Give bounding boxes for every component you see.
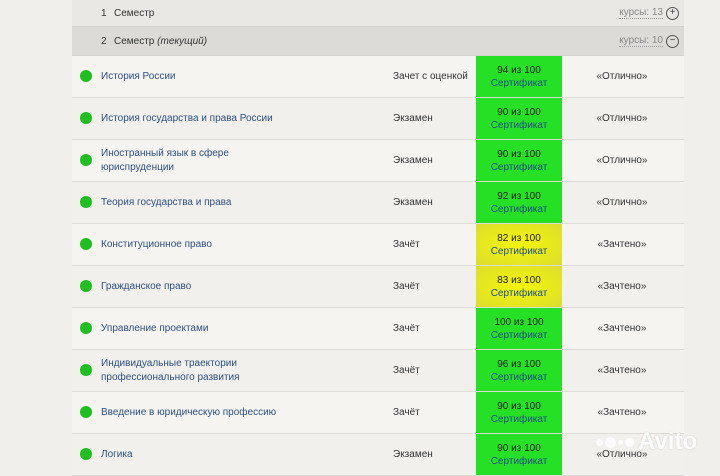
score-points: 100 из 100 — [494, 316, 544, 328]
avito-logo-dots-icon — [596, 436, 634, 448]
certificate-link[interactable]: Сертификат — [490, 371, 548, 383]
final-mark: «Зачтено» — [597, 281, 647, 292]
score-points: 90 из 100 — [497, 148, 541, 160]
status-dot-icon — [80, 364, 92, 376]
avito-watermark: Avito — [596, 428, 697, 456]
assessment-type: Зачет с оценкой — [393, 71, 468, 82]
watermark-text: Avito — [638, 428, 698, 455]
certificate-link[interactable]: Сертификат — [490, 119, 548, 131]
assessment-type: Зачёт — [393, 407, 420, 418]
assessment-type: Экзамен — [393, 155, 433, 166]
course-link[interactable]: История государства и права России — [101, 112, 273, 124]
course-row: Гражданское право Зачёт 83 из 100 Сертифика… — [72, 266, 684, 308]
certificate-link[interactable]: Сертификат — [490, 455, 548, 467]
final-mark: «Отлично» — [596, 449, 648, 460]
assessment-type: Экзамен — [393, 197, 433, 208]
score-cell[interactable]: 82 из 100 Сертификат — [476, 224, 562, 265]
score-points: 90 из 100 — [497, 106, 541, 118]
certificate-link[interactable]: Сертификат — [490, 77, 548, 89]
certificate-link[interactable]: Сертификат — [490, 287, 548, 299]
course-link[interactable]: Гражданское право — [101, 280, 192, 292]
score-cell[interactable]: 96 из 100 Сертификат — [476, 350, 562, 391]
score-cell[interactable]: 83 из 100 Сертификат — [476, 266, 562, 307]
semester-number: 2 — [101, 35, 107, 47]
course-link[interactable]: Иностранный язык в сфере юриспруденции — [101, 147, 229, 173]
course-row: История России Зачет с оценкой 94 из 100 Се… — [72, 56, 684, 98]
course-row: Управление проектами Зачёт 100 из 100 Серти… — [72, 308, 684, 350]
assessment-type: Экзамен — [393, 449, 433, 460]
course-link[interactable]: Конституционное право — [101, 238, 212, 250]
status-dot-icon — [80, 322, 92, 334]
course-row: Индивидуальные траектории профессиональн… — [72, 350, 684, 392]
semester-current-note: (текущий) — [157, 35, 208, 47]
status-dot-icon — [80, 280, 92, 292]
course-row: Введение в юридическую профессию Зачёт 90 … — [72, 392, 684, 434]
assessment-type: Экзамен — [393, 113, 433, 124]
score-points: 90 из 100 — [497, 400, 541, 412]
score-cell[interactable]: 92 из 100 Сертификат — [476, 182, 562, 223]
semester-courses[interactable]: курсы: 10 − — [619, 34, 679, 48]
final-mark: «Отлично» — [596, 197, 648, 208]
certificate-link[interactable]: Сертификат — [490, 329, 548, 341]
final-mark: «Зачтено» — [597, 323, 647, 334]
status-dot-icon — [80, 196, 92, 208]
course-link[interactable]: История России — [101, 70, 176, 82]
course-link[interactable]: Индивидуальные траектории профессиональн… — [101, 357, 240, 383]
certificate-link[interactable]: Сертификат — [490, 203, 548, 215]
course-link[interactable]: Управление проектами — [101, 322, 209, 334]
score-points: 82 из 100 — [497, 232, 541, 244]
course-list: История России Зачет с оценкой 94 из 100 Се… — [72, 56, 684, 476]
semester-title: Семестр (текущий) — [114, 35, 208, 47]
expand-icon[interactable]: + — [666, 6, 679, 20]
status-dot-icon — [80, 448, 92, 460]
status-dot-icon — [80, 154, 92, 166]
certificate-link[interactable]: Сертификат — [490, 245, 548, 257]
score-cell[interactable]: 90 из 100 Сертификат — [476, 98, 562, 139]
course-link[interactable]: Введение в юридическую профессию — [101, 406, 277, 418]
status-dot-icon — [80, 70, 92, 82]
assessment-type: Зачёт — [393, 281, 420, 292]
certificate-link[interactable]: Сертификат — [490, 161, 548, 173]
semester-courses[interactable]: курсы: 13 + — [619, 6, 679, 20]
assessment-type: Зачёт — [393, 323, 420, 334]
score-points: 90 из 100 — [497, 442, 541, 454]
final-mark: «Зачтено» — [597, 365, 647, 376]
course-link[interactable]: Теория государства и права — [101, 196, 232, 208]
final-mark: «Зачтено» — [597, 239, 647, 250]
courses-count[interactable]: курсы: 13 — [619, 7, 663, 19]
score-cell[interactable]: 90 из 100 Сертификат — [476, 434, 562, 475]
final-mark: «Отлично» — [596, 113, 648, 124]
final-mark: «Зачтено» — [597, 407, 647, 418]
semester-number: 1 — [101, 7, 107, 19]
score-cell[interactable]: 90 из 100 Сертификат — [476, 392, 562, 433]
score-points: 94 из 100 — [497, 64, 541, 76]
status-dot-icon — [80, 238, 92, 250]
grades-panel: 1 Семестр курсы: 13 + 2 Семестр (текущий… — [72, 0, 684, 476]
course-row: История государства и права России Экзаме… — [72, 98, 684, 140]
semester-2-header[interactable]: 2 Семестр (текущий) курсы: 10 − — [72, 27, 684, 56]
score-cell[interactable]: 90 из 100 Сертификат — [476, 140, 562, 181]
courses-count[interactable]: курсы: 10 — [619, 35, 663, 47]
final-mark: «Отлично» — [596, 155, 648, 166]
assessment-type: Зачёт — [393, 239, 420, 250]
course-row: Иностранный язык в сфере юриспруденции Эк… — [72, 140, 684, 182]
collapse-icon[interactable]: − — [666, 34, 679, 48]
score-cell[interactable]: 94 из 100 Сертификат — [476, 56, 562, 97]
course-row: Логика Экзамен 90 из 100 Сертификат «Отлично… — [72, 434, 684, 476]
assessment-type: Зачёт — [393, 365, 420, 376]
score-cell[interactable]: 100 из 100 Сертификат — [476, 308, 562, 349]
certificate-link[interactable]: Сертификат — [490, 413, 548, 425]
semester-title: Семестр — [114, 7, 155, 19]
semester-1-header[interactable]: 1 Семестр курсы: 13 + — [72, 0, 684, 27]
score-points: 83 из 100 — [497, 274, 541, 286]
status-dot-icon — [80, 406, 92, 418]
final-mark: «Отлично» — [596, 71, 648, 82]
status-dot-icon — [80, 112, 92, 124]
course-row: Конституционное право Зачёт 82 из 100 Серти… — [72, 224, 684, 266]
score-points: 96 из 100 — [497, 358, 541, 370]
course-link[interactable]: Логика — [101, 448, 133, 460]
course-row: Теория государства и права Экзамен 92 из 1… — [72, 182, 684, 224]
score-points: 92 из 100 — [497, 190, 541, 202]
